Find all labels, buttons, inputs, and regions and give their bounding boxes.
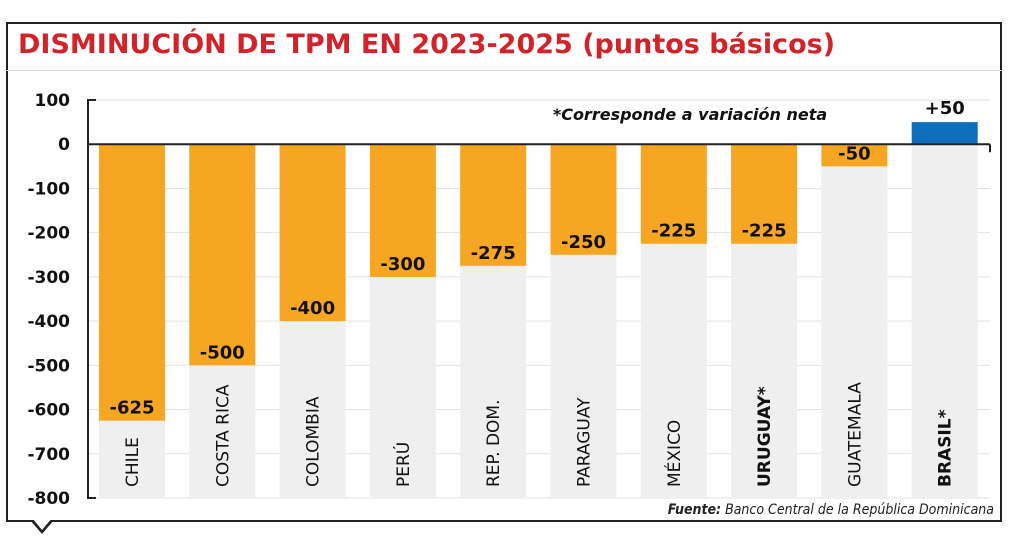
category-label: BRASIL* <box>936 409 956 487</box>
callout-pointer <box>30 518 54 534</box>
category-label: GUATEMALA <box>845 382 865 487</box>
category-label: REP. DOM. <box>484 399 504 487</box>
source-text: Banco Central de la República Dominicana <box>725 502 994 518</box>
source-label: Fuente: <box>667 502 722 518</box>
category-label: URUGUAY* <box>755 386 775 487</box>
title-divider <box>6 70 1002 71</box>
bar-track <box>911 144 978 498</box>
bar-value-label: -500 <box>200 342 245 363</box>
bar <box>279 144 346 322</box>
y-tick-label: 0 <box>58 135 70 155</box>
bar-value-label: -300 <box>380 254 425 275</box>
bar <box>99 144 165 421</box>
bar-value-label: -400 <box>290 298 335 319</box>
y-tick-label: -100 <box>27 179 70 199</box>
y-tick-label: -700 <box>27 445 70 465</box>
bar-value-label: -50 <box>838 143 871 164</box>
y-tick-label: 100 <box>35 91 71 111</box>
bars <box>99 122 978 421</box>
bar-value-label: -225 <box>651 221 696 242</box>
bar <box>731 144 798 244</box>
bar-value-label: -625 <box>109 398 154 419</box>
bar-value-label: -225 <box>742 221 787 242</box>
category-label: PARAGUAY <box>575 397 595 487</box>
category-label: COLOMBIA <box>304 396 324 487</box>
category-label: MÉXICO <box>663 420 685 487</box>
bar-value-label: -250 <box>561 232 606 253</box>
y-tick-label: -800 <box>27 489 70 509</box>
y-tick-label: -300 <box>27 268 70 288</box>
bar-value-label: -275 <box>471 243 516 264</box>
category-label: COSTA RICA <box>213 384 233 487</box>
category-label: CHILE <box>123 437 143 487</box>
axes <box>87 99 991 499</box>
y-tick-label: -600 <box>27 401 70 421</box>
y-tick-label: -200 <box>27 224 70 244</box>
chart-note: *Corresponde a variación neta <box>553 105 827 124</box>
bar <box>460 144 527 266</box>
bar-track <box>821 144 888 498</box>
chart-title: DISMINUCIÓN DE TPM EN 2023-2025 (puntos … <box>18 29 846 60</box>
y-tick-label: -400 <box>27 312 70 332</box>
bar-value-label: +50 <box>925 98 965 119</box>
bar <box>640 144 707 244</box>
bar <box>821 144 888 167</box>
labels: 100 0 -100 -200 -300 -400 -500 -600 -700 -800 -625… <box>27 91 964 509</box>
bar <box>369 144 436 277</box>
bar <box>911 122 978 145</box>
bar <box>550 144 617 255</box>
source-line: Fuente: Banco Central de la República Do… <box>668 502 994 518</box>
y-tick-label: -500 <box>27 356 70 376</box>
category-label: PERÚ <box>392 442 414 487</box>
bar <box>189 144 256 366</box>
